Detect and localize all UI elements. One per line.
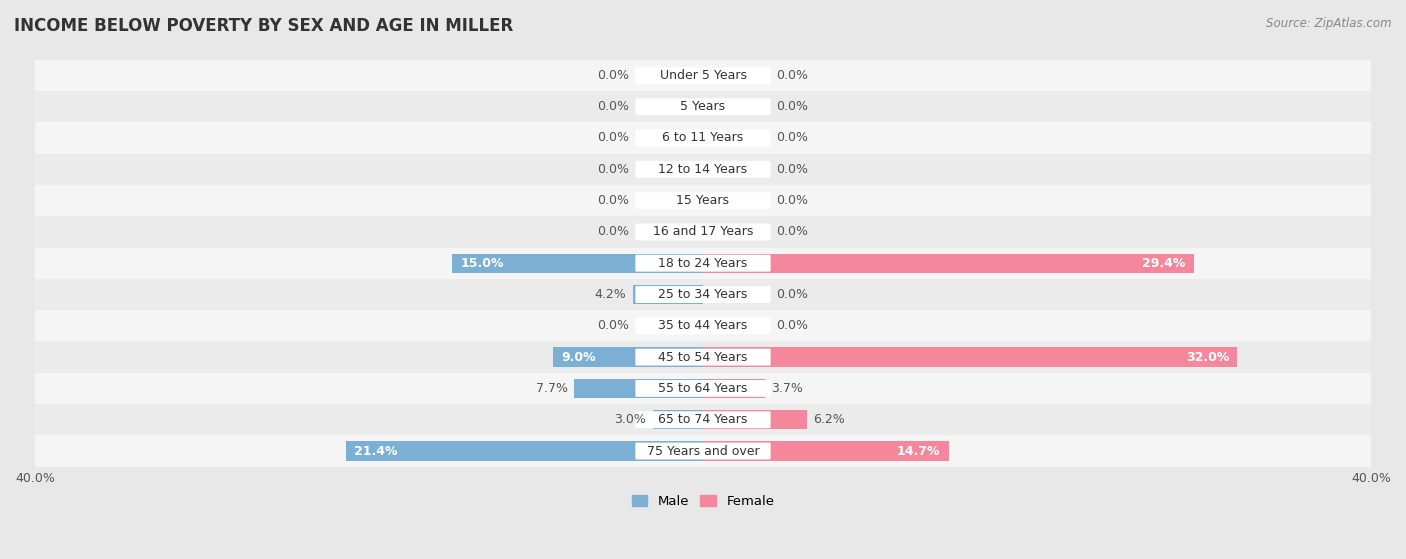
Bar xyxy=(633,285,703,304)
Text: 5 Years: 5 Years xyxy=(681,100,725,113)
FancyBboxPatch shape xyxy=(636,443,770,459)
Text: INCOME BELOW POVERTY BY SEX AND AGE IN MILLER: INCOME BELOW POVERTY BY SEX AND AGE IN M… xyxy=(14,17,513,35)
FancyBboxPatch shape xyxy=(636,411,770,428)
FancyBboxPatch shape xyxy=(636,318,770,334)
Text: 45 to 54 Years: 45 to 54 Years xyxy=(658,350,748,363)
Bar xyxy=(35,60,1371,91)
FancyBboxPatch shape xyxy=(636,130,770,146)
Text: 0.0%: 0.0% xyxy=(776,69,808,82)
FancyBboxPatch shape xyxy=(636,161,770,178)
Bar xyxy=(35,404,1371,435)
Bar xyxy=(35,91,1371,122)
Bar xyxy=(35,122,1371,154)
FancyBboxPatch shape xyxy=(636,192,770,209)
Text: 0.0%: 0.0% xyxy=(598,163,630,176)
Text: 21.4%: 21.4% xyxy=(354,444,398,457)
Text: Source: ZipAtlas.com: Source: ZipAtlas.com xyxy=(1267,17,1392,30)
Text: 6 to 11 Years: 6 to 11 Years xyxy=(662,131,744,144)
Bar xyxy=(346,442,703,461)
Bar xyxy=(35,154,1371,185)
Bar xyxy=(35,373,1371,404)
Bar xyxy=(703,410,807,429)
Text: 0.0%: 0.0% xyxy=(776,131,808,144)
Text: 0.0%: 0.0% xyxy=(776,194,808,207)
FancyBboxPatch shape xyxy=(636,380,770,397)
Bar xyxy=(35,279,1371,310)
Bar xyxy=(35,248,1371,279)
Text: 75 Years and over: 75 Years and over xyxy=(647,444,759,457)
Text: 0.0%: 0.0% xyxy=(598,131,630,144)
FancyBboxPatch shape xyxy=(636,349,770,366)
Text: 65 to 74 Years: 65 to 74 Years xyxy=(658,413,748,426)
Text: 25 to 34 Years: 25 to 34 Years xyxy=(658,288,748,301)
Text: 6.2%: 6.2% xyxy=(813,413,845,426)
Text: 18 to 24 Years: 18 to 24 Years xyxy=(658,257,748,269)
Bar xyxy=(703,442,949,461)
Text: 7.7%: 7.7% xyxy=(536,382,568,395)
Bar xyxy=(35,342,1371,373)
Text: 32.0%: 32.0% xyxy=(1185,350,1229,363)
Text: 15 Years: 15 Years xyxy=(676,194,730,207)
FancyBboxPatch shape xyxy=(636,98,770,115)
Text: 35 to 44 Years: 35 to 44 Years xyxy=(658,319,748,332)
Bar xyxy=(703,347,1237,367)
FancyBboxPatch shape xyxy=(636,255,770,272)
Bar xyxy=(703,379,765,398)
Text: 29.4%: 29.4% xyxy=(1142,257,1185,269)
Text: 15.0%: 15.0% xyxy=(461,257,505,269)
Text: 12 to 14 Years: 12 to 14 Years xyxy=(658,163,748,176)
Bar xyxy=(652,410,703,429)
Text: 3.0%: 3.0% xyxy=(614,413,647,426)
Text: 0.0%: 0.0% xyxy=(776,288,808,301)
Text: 3.7%: 3.7% xyxy=(772,382,803,395)
Text: 9.0%: 9.0% xyxy=(561,350,596,363)
Text: 0.0%: 0.0% xyxy=(776,100,808,113)
FancyBboxPatch shape xyxy=(636,67,770,84)
Text: 0.0%: 0.0% xyxy=(776,163,808,176)
Text: 0.0%: 0.0% xyxy=(598,225,630,238)
Bar xyxy=(35,185,1371,216)
Text: 0.0%: 0.0% xyxy=(776,225,808,238)
Bar xyxy=(553,347,703,367)
Bar xyxy=(35,216,1371,248)
Bar xyxy=(35,435,1371,467)
Text: 0.0%: 0.0% xyxy=(598,69,630,82)
Bar xyxy=(575,379,703,398)
Text: 55 to 64 Years: 55 to 64 Years xyxy=(658,382,748,395)
Bar xyxy=(453,253,703,273)
Bar xyxy=(703,253,1194,273)
Text: 0.0%: 0.0% xyxy=(598,319,630,332)
Legend: Male, Female: Male, Female xyxy=(626,490,780,513)
Text: 0.0%: 0.0% xyxy=(776,319,808,332)
Text: 4.2%: 4.2% xyxy=(595,288,626,301)
Text: 0.0%: 0.0% xyxy=(598,194,630,207)
Text: Under 5 Years: Under 5 Years xyxy=(659,69,747,82)
FancyBboxPatch shape xyxy=(636,286,770,303)
FancyBboxPatch shape xyxy=(636,224,770,240)
Text: 14.7%: 14.7% xyxy=(897,444,941,457)
Text: 0.0%: 0.0% xyxy=(598,100,630,113)
Bar xyxy=(35,310,1371,342)
Text: 16 and 17 Years: 16 and 17 Years xyxy=(652,225,754,238)
